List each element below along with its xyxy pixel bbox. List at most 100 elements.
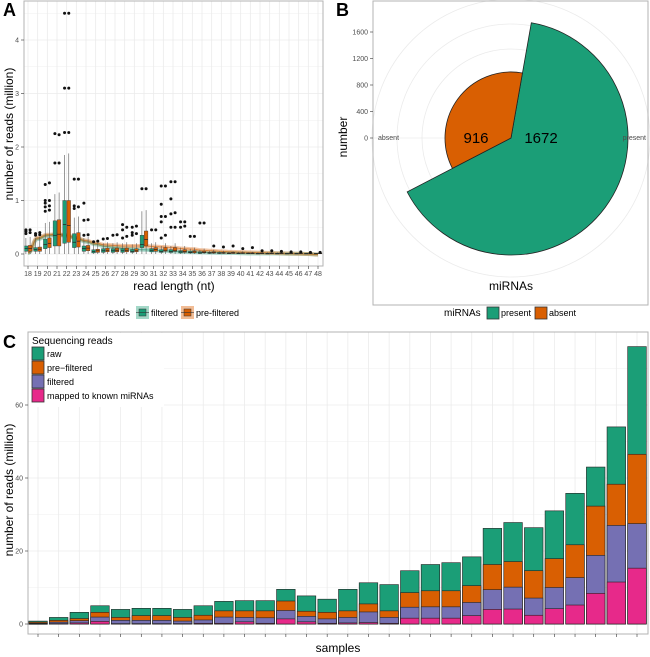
outlier-point — [115, 233, 119, 237]
box-filtered-20 — [43, 182, 48, 254]
outlier-point — [82, 233, 86, 237]
y-tick-label: 2 — [15, 145, 19, 152]
legend-label-pre-filtered-c: pre−filtered — [47, 363, 92, 373]
outlier-point — [289, 250, 293, 254]
outlier-point — [270, 249, 274, 253]
box-pre-filtered-45 — [289, 250, 294, 254]
legend-background — [29, 333, 164, 407]
box-pre-filtered-34 — [182, 220, 187, 254]
bar-segment-mapped-to-known-miRNAs — [111, 623, 131, 625]
bar-segment-mapped-to-known-miRNAs — [400, 617, 420, 625]
outlier-point — [163, 184, 167, 188]
outlier-point — [92, 240, 96, 244]
outlier-point — [159, 215, 163, 219]
outlier-point — [159, 184, 163, 188]
box-filtered-23 — [72, 177, 77, 254]
outlier-point — [308, 250, 312, 254]
box-iqr — [144, 230, 149, 247]
box-pre-filtered-23 — [76, 177, 81, 254]
box-pre-filtered-43 — [269, 249, 274, 254]
outlier-point — [250, 246, 254, 250]
x-tick-label: 26 — [101, 271, 109, 278]
box-pre-filtered-32 — [163, 184, 168, 254]
outlier-point — [121, 236, 125, 240]
outlier-point — [82, 201, 86, 205]
outlier-point — [121, 223, 125, 227]
box-filtered-29 — [130, 225, 135, 254]
outlier-point — [125, 225, 129, 229]
panel-a-x-ticks: 18 19 20 21 22 23 24 25 26 27 28 29 30 31 32 33 34 35 36 37… — [24, 266, 322, 278]
box-pre-filtered-47 — [308, 250, 313, 254]
box-pre-filtered-30 — [144, 187, 149, 254]
bar-sample-2 — [49, 617, 69, 625]
bar-segment-mapped-to-known-miRNAs — [49, 623, 69, 625]
box-pre-filtered-22 — [66, 11, 71, 254]
outlier-point — [28, 231, 32, 235]
outlier-point — [111, 233, 115, 237]
outlier-point — [76, 205, 80, 209]
panel-c-y-ticks: 0 20 40 60 — [15, 403, 28, 629]
bar-segment-mapped-to-known-miRNAs — [503, 608, 523, 625]
panel-b-y-ticks: 0 400 800 1200 1600 — [352, 30, 373, 143]
outlier-point — [318, 250, 322, 254]
box-iqr — [163, 247, 168, 252]
outlier-point — [28, 228, 32, 232]
panel-a-y-axis-title: number of reads (million) — [2, 68, 16, 201]
panel-a-boxes — [23, 11, 323, 255]
box-filtered-36 — [197, 221, 202, 254]
box-filtered-48 — [313, 252, 318, 255]
panel-letter-a: A — [3, 0, 16, 20]
outlier-point — [96, 239, 100, 243]
outlier-point — [67, 131, 71, 135]
box-iqr — [139, 235, 144, 248]
box-pre-filtered-33 — [173, 180, 178, 254]
legend-swatch-pre-filtered-c — [31, 360, 45, 375]
outlier-point — [169, 197, 173, 201]
panel-c-legend: Sequencing reads raw pre−filtered filter… — [29, 333, 164, 407]
bar-segment-mapped-to-known-miRNAs — [524, 614, 544, 625]
x-tick-label: 23 — [72, 271, 80, 278]
bar-sample-28 — [586, 466, 606, 625]
legend-swatch-raw — [31, 346, 45, 361]
box-filtered-42 — [255, 252, 260, 255]
outlier-point — [241, 247, 245, 251]
outlier-point — [121, 228, 125, 232]
box-filtered-44 — [275, 252, 280, 255]
box-pre-filtered-36 — [202, 221, 207, 254]
box-filtered-21 — [52, 132, 57, 254]
bar-sample-21 — [441, 562, 461, 625]
bar-segment-mapped-to-known-miRNAs — [296, 621, 317, 625]
outlier-point — [72, 177, 76, 181]
outlier-point — [150, 228, 154, 232]
bar-sample-18 — [379, 584, 399, 625]
bar-sample-7 — [152, 608, 172, 625]
panel-a-legend-title: reads — [105, 308, 130, 319]
outlier-point — [38, 231, 42, 235]
bar-segment-mapped-to-known-miRNAs — [193, 622, 213, 625]
box-filtered-41 — [246, 252, 251, 254]
y-tick-label: 1600 — [352, 30, 368, 37]
box-pre-filtered-38 — [221, 245, 226, 254]
bar-segment-mapped-to-known-miRNAs — [358, 622, 379, 625]
legend-label-pre-filtered: pre-filtered — [196, 308, 239, 318]
outlier-point — [67, 86, 71, 90]
bar-sample-30 — [627, 346, 647, 625]
bar-sample-20 — [420, 564, 441, 625]
outlier-point — [86, 233, 90, 237]
box-iqr — [43, 238, 48, 249]
y-tick-label: 4 — [15, 38, 19, 45]
x-tick-label: 35 — [188, 271, 196, 278]
legend-label-raw: raw — [47, 349, 62, 359]
bar-segment-mapped-to-known-miRNAs — [482, 609, 503, 625]
bar-segment-mapped-to-known-miRNAs — [69, 622, 89, 625]
box-filtered-38 — [217, 251, 222, 254]
box-pre-filtered-40 — [240, 247, 245, 254]
x-tick-label: 32 — [159, 271, 167, 278]
bar-segment-mapped-to-known-miRNAs — [131, 623, 151, 625]
x-tick-label: 29 — [130, 271, 138, 278]
bar-sample-17 — [358, 582, 379, 625]
panel-a-gridlines — [24, 1, 323, 266]
slice-present — [406, 22, 629, 256]
panel-a-trend-lines — [27, 232, 319, 257]
